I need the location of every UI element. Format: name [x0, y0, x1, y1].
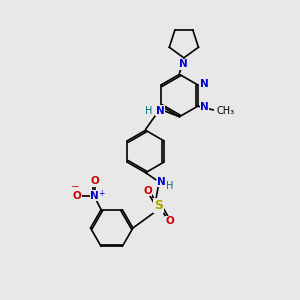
Text: −: −: [71, 182, 80, 192]
Text: H: H: [145, 106, 152, 116]
Text: N: N: [200, 102, 209, 112]
Text: N: N: [156, 106, 164, 116]
Text: N: N: [90, 190, 99, 200]
Text: S: S: [154, 200, 163, 212]
Text: N: N: [158, 177, 166, 187]
Text: O: O: [73, 190, 81, 200]
Text: O: O: [90, 176, 99, 186]
Text: N: N: [200, 79, 209, 89]
Text: N: N: [179, 59, 188, 69]
Text: H: H: [166, 181, 174, 190]
Text: CH₃: CH₃: [217, 106, 235, 116]
Text: O: O: [143, 186, 152, 196]
Text: N: N: [179, 59, 188, 69]
Text: O: O: [166, 216, 174, 226]
Text: +: +: [98, 189, 104, 198]
